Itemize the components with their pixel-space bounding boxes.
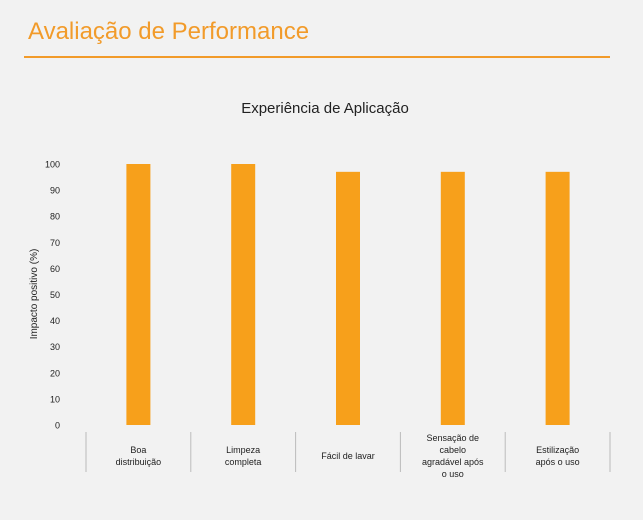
y-tick-label: 30: [50, 342, 60, 352]
y-tick-label: 90: [50, 186, 60, 196]
page-title: Avaliação de Performance: [28, 18, 310, 45]
bar: [336, 171, 360, 425]
bar: [545, 171, 570, 425]
y-tick-label: 10: [50, 394, 60, 404]
x-tick-label: Sensação de cabelo agradável após o uso: [422, 433, 484, 479]
y-tick-label: 80: [50, 212, 60, 222]
x-tick-label: Fácil de lavar: [321, 451, 375, 461]
y-axis-label: Impacto positivo (%): [29, 249, 40, 340]
chart-title: Experiência de Aplicação: [241, 100, 409, 117]
x-tick-label: Boa distribuição: [116, 445, 162, 467]
y-tick-label: 70: [50, 238, 60, 248]
bar: [231, 164, 256, 425]
y-tick-label: 20: [50, 368, 60, 378]
y-tick-label: 60: [50, 264, 60, 274]
x-axis: Boa distribuição Limpeza completa Fácil de l…: [85, 432, 611, 479]
title-divider: [24, 56, 610, 58]
y-tick-label: 40: [50, 316, 60, 326]
bar: [440, 171, 465, 425]
y-axis-ticks: 0 10 20 30 40 50 60 70 80 90 100: [45, 160, 60, 431]
bars: [126, 164, 570, 425]
x-tick-label: Estilização após o uso: [536, 445, 580, 467]
y-tick-label: 0: [55, 421, 60, 431]
y-tick-label: 50: [50, 290, 60, 300]
x-tick-label: Limpeza completa: [225, 445, 262, 467]
y-tick-label: 100: [45, 160, 60, 170]
bar: [126, 164, 151, 425]
